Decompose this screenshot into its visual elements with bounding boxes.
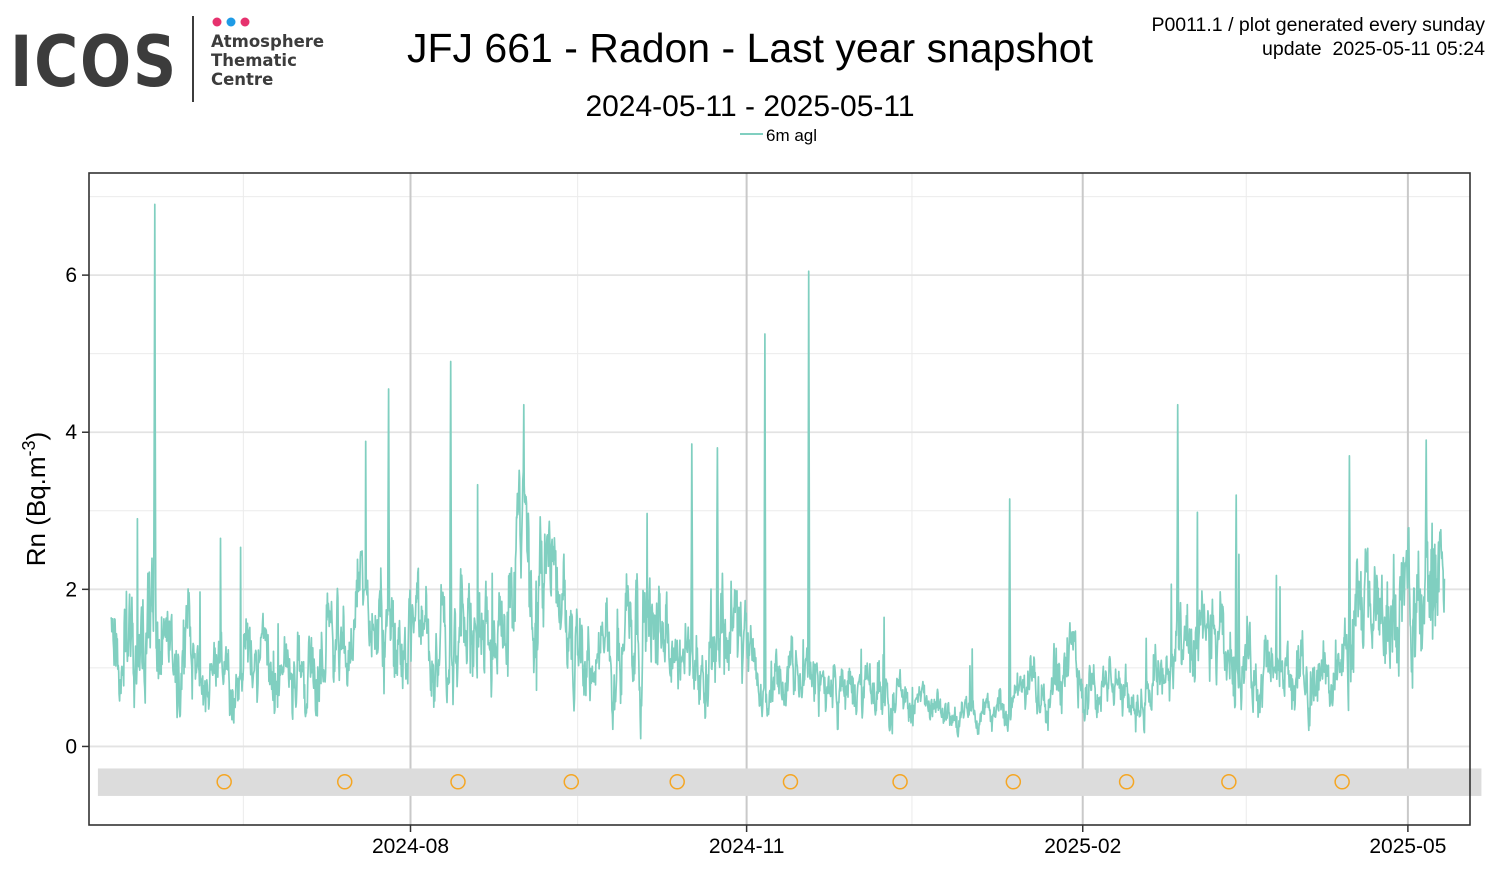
series-layer bbox=[110, 203, 1446, 740]
x-tick-label: 2024-08 bbox=[372, 835, 449, 858]
y-axis-title: Rn (Bq.m-3) bbox=[19, 432, 51, 567]
grid-major bbox=[89, 173, 1470, 825]
flag-marker bbox=[336, 774, 353, 790]
icos-logo: ICOS Atmosphere Thematic Centre bbox=[10, 16, 324, 103]
legend: 6m agl bbox=[740, 126, 817, 145]
flag-marker bbox=[563, 774, 580, 790]
x-tick-label: 2024-11 bbox=[709, 835, 785, 858]
flag-marker bbox=[1221, 774, 1237, 790]
flag-band-layer bbox=[97, 768, 1482, 796]
logo-divider bbox=[192, 16, 194, 102]
chart-subtitle: 2024-05-11 - 2025-05-11 bbox=[585, 90, 915, 123]
flag-marker bbox=[1118, 774, 1135, 790]
x-axis: 2024-08 2024-11 2025-02 2025-05 bbox=[372, 825, 1446, 858]
y-tick-label: 2 bbox=[65, 578, 77, 601]
chart-title: JFJ 661 - Radon - Last year snapshot bbox=[407, 25, 1093, 71]
logo-dot-3 bbox=[240, 17, 250, 27]
flag-marker bbox=[216, 774, 232, 790]
plot-panel bbox=[89, 173, 1470, 825]
flag-marker bbox=[782, 774, 799, 790]
plot-schedule-note: P0011.1 / plot generated every sunday bbox=[1151, 14, 1485, 36]
series-6m-agl-line bbox=[110, 203, 1446, 740]
flag-marker bbox=[1334, 774, 1350, 790]
legend-label-6m-agl: 6m agl bbox=[766, 126, 817, 145]
flag-marker bbox=[1005, 774, 1022, 790]
logo-line-2: Thematic bbox=[211, 51, 297, 70]
flag-marker bbox=[892, 774, 908, 790]
y-tick-label: 4 bbox=[65, 421, 77, 444]
y-tick-label: 6 bbox=[65, 264, 77, 287]
flag-marker bbox=[450, 774, 466, 790]
header-info: P0011.1 / plot generated every sunday up… bbox=[1151, 13, 1485, 61]
logo-line-3: Centre bbox=[211, 70, 273, 89]
x-tick-label: 2025-02 bbox=[1044, 835, 1121, 858]
flag-marker bbox=[669, 774, 685, 790]
y-tick-label: 0 bbox=[65, 735, 77, 758]
flag-band bbox=[97, 768, 1482, 796]
plot-border bbox=[88, 172, 1471, 826]
update-timestamp: update 2025-05-11 05:24 bbox=[1262, 38, 1485, 60]
y-axis: 0 2 4 6 bbox=[65, 264, 89, 758]
logo-wordmark: ICOS bbox=[10, 21, 178, 103]
logo-line-1: Atmosphere bbox=[211, 32, 324, 51]
logo-dot-1 bbox=[212, 17, 222, 27]
flag-marker-layer bbox=[216, 774, 1350, 790]
logo-dot-2 bbox=[226, 17, 236, 27]
x-tick-label: 2025-05 bbox=[1369, 835, 1446, 858]
